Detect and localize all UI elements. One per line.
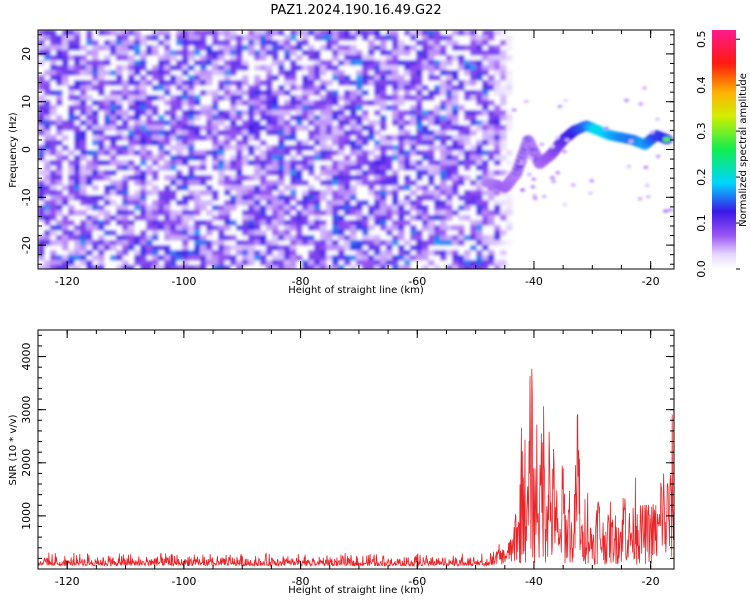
snr-series-line xyxy=(38,368,674,568)
spectrogram-ylabel: Frequency (Hz) xyxy=(8,112,19,188)
x-tick-label: -60 xyxy=(408,575,426,588)
colorbar-tick-label: 0.4 xyxy=(695,76,708,94)
colorbar: 0.0 0.1 0.2 0.3 0.4 0.5 Normalized spectral a… xyxy=(695,30,749,278)
y-tick-label: -10 xyxy=(20,188,33,206)
y-tick-label: 4000 xyxy=(20,343,33,371)
snr-panel: -120 -100 -80 -60 -40 -20 1000 2000 3000 4000 Hei… xyxy=(8,329,675,596)
x-tick-label: -80 xyxy=(292,275,310,288)
colorbar-tick-label: 0.5 xyxy=(695,30,708,48)
x-tick-label: -60 xyxy=(408,275,426,288)
y-tick-label: 20 xyxy=(20,47,33,61)
y-tick-label: -20 xyxy=(20,236,33,254)
figure-title: PAZ1.2024.190.16.49.G22 xyxy=(270,3,441,18)
x-tick-label: -80 xyxy=(292,575,310,588)
colorbar-label: Normalized spectral amplitude xyxy=(738,73,749,227)
x-tick-label: -100 xyxy=(171,275,196,288)
colorbar-tick-label: 0.0 xyxy=(695,260,708,278)
x-tick-label: -100 xyxy=(171,575,196,588)
spectrogram-xlabel: Height of straight line (km) xyxy=(288,285,424,296)
snr-ylabel: SNR (10 * v/v) xyxy=(8,414,19,485)
x-tick-label: -120 xyxy=(55,575,80,588)
x-tick-label: -120 xyxy=(55,275,80,288)
x-tick-label: -40 xyxy=(525,275,543,288)
y-tick-label: 2000 xyxy=(20,449,33,477)
snr-xlabel: Height of straight line (km) xyxy=(288,585,424,596)
colorbar-tick-label: 0.1 xyxy=(695,214,708,232)
colorbar-gradient xyxy=(712,30,736,269)
x-tick-label: -20 xyxy=(642,575,660,588)
y-tick-label: 0 xyxy=(20,146,33,153)
snr-ticks: -120 -100 -80 -60 -40 -20 1000 2000 3000 4000 xyxy=(20,330,674,588)
colorbar-tick-label: 0.2 xyxy=(695,168,708,186)
spectrogram-heatmap xyxy=(38,30,674,269)
colorbar-tick-label: 0.3 xyxy=(695,122,708,140)
y-tick-label: 10 xyxy=(20,95,33,109)
colorbar-ticks: 0.0 0.1 0.2 0.3 0.4 0.5 xyxy=(695,30,740,278)
x-tick-label: -20 xyxy=(642,275,660,288)
snr-frame xyxy=(37,329,675,570)
x-tick-label: -40 xyxy=(525,575,543,588)
y-tick-label: 1000 xyxy=(20,502,33,530)
y-tick-label: 3000 xyxy=(20,396,33,424)
